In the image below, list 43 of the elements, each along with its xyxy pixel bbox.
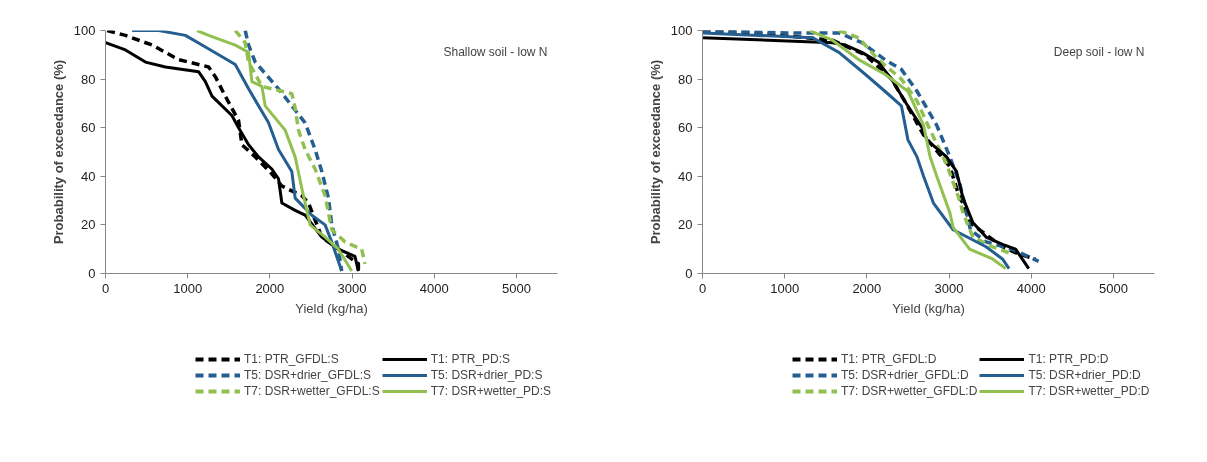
x-tick-label: 1000	[173, 280, 203, 296]
x-tick-label: 0	[101, 280, 110, 296]
y-tick-label: 100	[670, 23, 693, 38]
y-tick-label: 80	[678, 71, 693, 87]
legend-label: T5: DSR+drier_GFDL:S	[244, 368, 372, 382]
y-axis-title: Probability of exceedance (%)	[647, 59, 663, 245]
x-tick-label: 1000	[770, 280, 800, 296]
annotation: Deep soil - low N	[1053, 44, 1145, 59]
legend-label: T7: DSR+wetter_GFDL:D	[841, 384, 978, 398]
x-tick-label: 5000	[1098, 280, 1128, 296]
x-tick-label: 2000	[255, 280, 285, 296]
x-tick-label: 5000	[501, 280, 531, 296]
y-axis-title: Probability of exceedance (%)	[50, 59, 66, 245]
line-series	[807, 30, 1008, 271]
x-axis-title: Yield (kg/ha)	[295, 300, 368, 316]
x-tick-label: 3000	[337, 280, 367, 296]
legend-label: T1: PTR_GFDL:S	[244, 352, 339, 366]
y-tick-label: 0	[685, 266, 693, 281]
y-tick-label: 80	[81, 71, 96, 87]
legend-label: T1: PTR_PD:S	[430, 352, 511, 366]
annotation: Shallow soil - low N	[443, 44, 548, 59]
y-tick-label: 0	[88, 266, 96, 281]
legend-label: T7: DSR+wetter_PD:D	[1028, 384, 1150, 398]
y-tick-label: 40	[81, 168, 96, 184]
legend-label: T1: PTR_GFDL:D	[841, 352, 937, 366]
legend-label: T1: PTR_PD:D	[1028, 352, 1109, 366]
legend-label: T5: DSR+drier_PD:S	[430, 368, 543, 382]
x-axis-title: Yield (kg/ha)	[892, 300, 965, 316]
x-tick-label: 4000	[1016, 280, 1046, 296]
legend-label: T5: DSR+drier_GFDL:D	[841, 368, 969, 382]
y-tick-label: 100	[73, 23, 96, 38]
x-tick-label: 2000	[852, 280, 882, 296]
y-tick-label: 20	[81, 217, 96, 233]
x-tick-label: 0	[698, 280, 707, 296]
legend-label: T7: DSR+wetter_GFDL:S	[244, 384, 380, 398]
x-tick-label: 4000	[419, 280, 449, 296]
y-tick-label: 60	[678, 120, 693, 136]
y-tick-label: 40	[678, 168, 693, 184]
legend-label: T5: DSR+drier_PD:D	[1028, 368, 1141, 382]
legend-label: T7: DSR+wetter_PD:S	[430, 384, 552, 398]
y-tick-label: 20	[678, 217, 693, 233]
x-tick-label: 3000	[934, 280, 964, 296]
y-tick-label: 60	[81, 120, 96, 136]
